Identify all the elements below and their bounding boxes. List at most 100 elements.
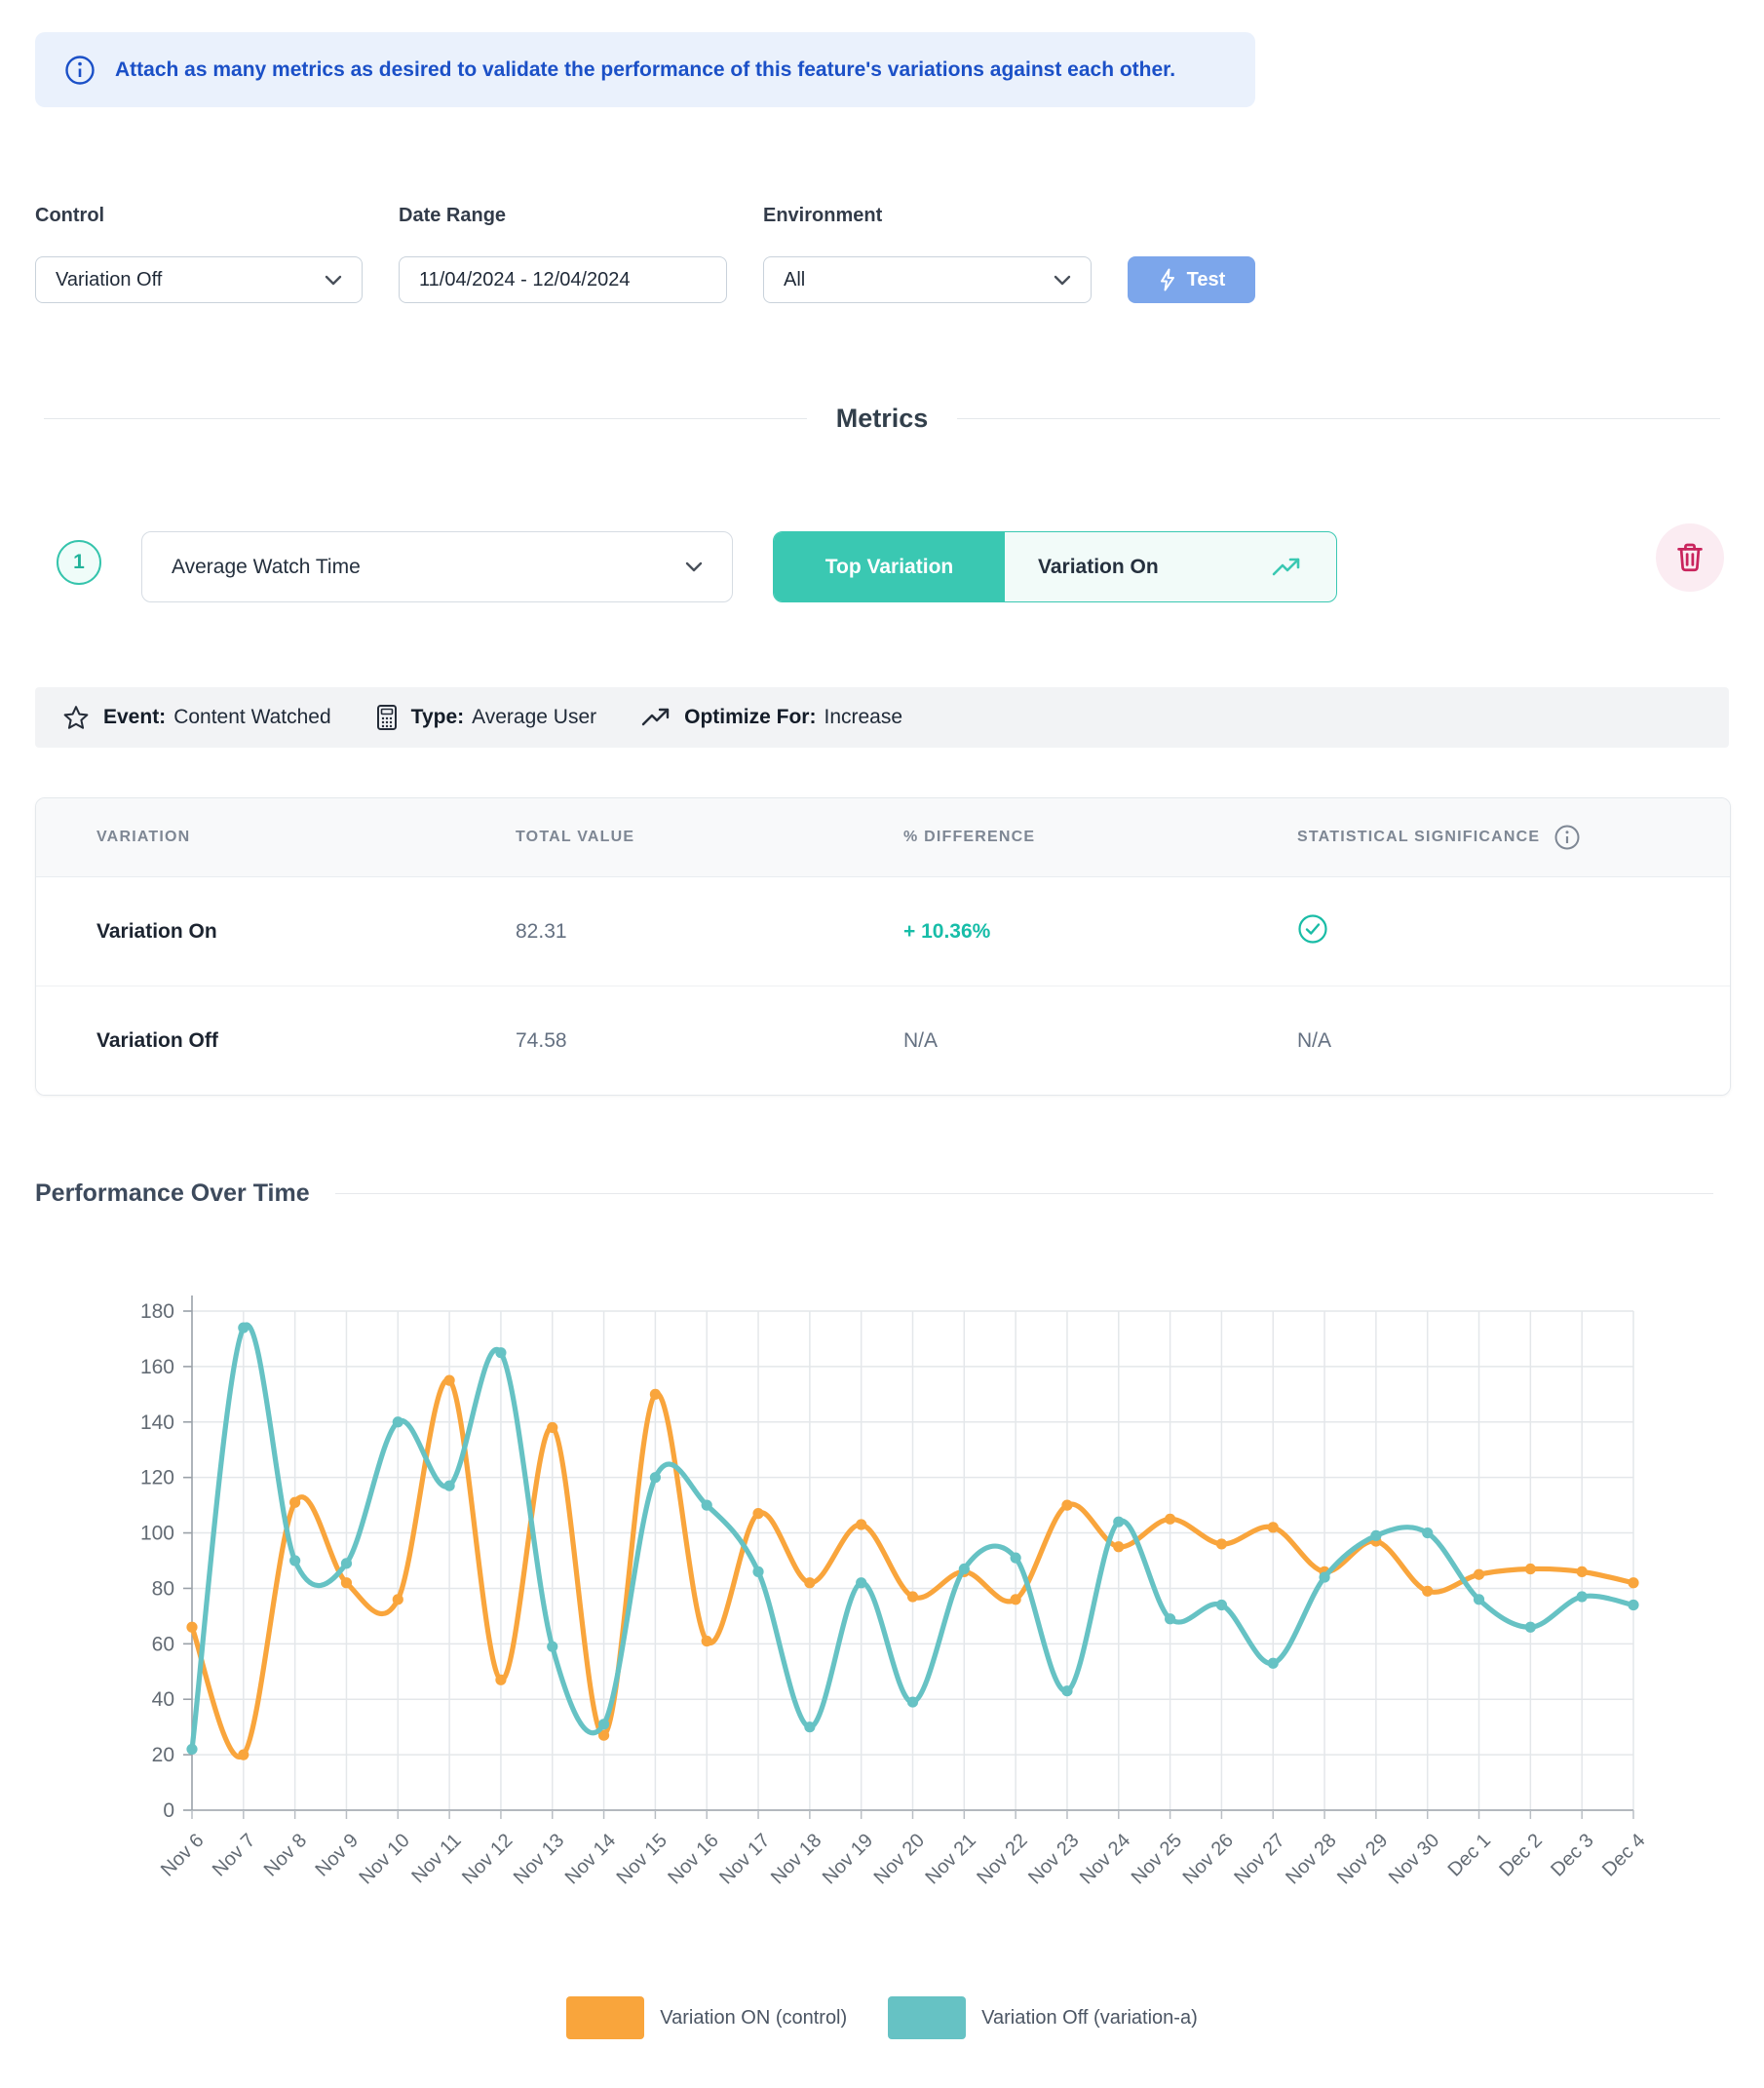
control-select[interactable]: Variation Off — [35, 256, 363, 303]
environment-select-value: All — [784, 268, 806, 290]
legend-item-variation-on[interactable]: Variation ON (control) — [566, 1996, 847, 2039]
svg-text:Dec 3: Dec 3 — [1547, 1830, 1598, 1881]
top-variation-value: Variation On — [1038, 555, 1159, 578]
svg-text:80: 80 — [152, 1577, 174, 1600]
col-header-variation: VARIATION — [96, 829, 191, 845]
svg-text:Nov 22: Nov 22 — [973, 1830, 1031, 1888]
svg-text:0: 0 — [163, 1799, 174, 1822]
svg-text:Nov 6: Nov 6 — [157, 1830, 209, 1881]
divider-line — [44, 417, 807, 420]
svg-text:Nov 28: Nov 28 — [1282, 1830, 1340, 1888]
legend-swatch-teal — [888, 1996, 967, 2039]
svg-text:Nov 23: Nov 23 — [1024, 1830, 1083, 1888]
event-value: Content Watched — [173, 706, 331, 728]
delete-metric-button[interactable] — [1656, 523, 1724, 592]
svg-text:Nov 14: Nov 14 — [561, 1830, 620, 1888]
table-header-row: VARIATION TOTAL VALUE % DIFFERENCE STATI… — [36, 798, 1730, 877]
info-icon — [65, 55, 95, 85]
environment-label: Environment — [763, 205, 883, 226]
type-label: Type: — [410, 706, 465, 728]
check-circle-icon — [1298, 914, 1327, 944]
top-variation-label: Top Variation — [774, 532, 1005, 601]
legend-label: Variation Off (variation-a) — [981, 2006, 1198, 2029]
svg-text:40: 40 — [152, 1688, 174, 1711]
trending-up-icon — [641, 708, 670, 726]
divider-line — [334, 1192, 1713, 1195]
svg-text:Nov 18: Nov 18 — [767, 1830, 825, 1888]
date-range-input[interactable]: 11/04/2024 - 12/04/2024 — [399, 256, 727, 303]
type-value: Average User — [472, 706, 597, 728]
svg-text:180: 180 — [140, 1300, 174, 1323]
svg-text:Nov 27: Nov 27 — [1230, 1830, 1288, 1888]
table-row: Variation Off 74.58 N/A N/A — [36, 986, 1730, 1095]
date-range-label: Date Range — [399, 205, 507, 226]
row-variation-name: Variation On — [96, 919, 217, 943]
chevron-down-icon — [325, 275, 342, 285]
svg-text:Nov 24: Nov 24 — [1076, 1830, 1134, 1888]
svg-text:Nov 26: Nov 26 — [1179, 1830, 1238, 1888]
lightning-icon — [1160, 268, 1174, 291]
metrics-title: Metrics — [835, 404, 929, 433]
row-difference: N/A — [903, 1028, 939, 1052]
row-variation-name: Variation Off — [96, 1028, 218, 1052]
line-chart: 0 20 40 60 80 100 120 140 160 180 Nov 6 Nov 7 Nov 8 N… — [140, 1295, 1650, 1888]
test-button[interactable]: Test — [1128, 256, 1255, 303]
svg-text:Nov 15: Nov 15 — [613, 1830, 671, 1888]
legend-item-variation-off[interactable]: Variation Off (variation-a) — [888, 1996, 1198, 2039]
environment-select[interactable]: All — [763, 256, 1092, 303]
top-variation-badge: Top Variation Variation On — [773, 531, 1337, 602]
svg-text:Nov 17: Nov 17 — [715, 1830, 774, 1888]
svg-text:Nov 21: Nov 21 — [921, 1830, 979, 1888]
row-significance — [1262, 913, 1730, 949]
svg-text:Nov 25: Nov 25 — [1128, 1830, 1186, 1888]
chart-section-header: Performance Over Time — [35, 1179, 1713, 1208]
svg-text:Dec 1: Dec 1 — [1444, 1830, 1496, 1881]
svg-text:Nov 30: Nov 30 — [1385, 1830, 1443, 1888]
legend-label: Variation ON (control) — [660, 2006, 848, 2029]
test-button-label: Test — [1186, 268, 1226, 290]
svg-text:60: 60 — [152, 1633, 174, 1655]
svg-text:Nov 12: Nov 12 — [458, 1830, 517, 1888]
row-total-value: 74.58 — [516, 1028, 567, 1052]
chevron-down-icon — [1054, 275, 1071, 285]
control-select-value: Variation Off — [56, 268, 163, 290]
optimize-for-label: Optimize For: — [684, 706, 817, 728]
chart-legend: Variation ON (control) Variation Off (va… — [0, 1996, 1764, 2039]
metrics-section-header: Metrics — [44, 404, 1721, 434]
svg-text:140: 140 — [140, 1411, 174, 1434]
svg-text:100: 100 — [140, 1523, 174, 1545]
svg-text:Nov 16: Nov 16 — [664, 1830, 722, 1888]
svg-text:20: 20 — [152, 1744, 174, 1766]
metric-meta-strip: Event: Content Watched Type: Average Use… — [35, 687, 1729, 748]
svg-text:Nov 11: Nov 11 — [407, 1830, 465, 1887]
info-icon[interactable] — [1553, 824, 1581, 851]
divider-line — [957, 417, 1721, 420]
svg-text:120: 120 — [140, 1467, 174, 1489]
trending-up-icon — [1272, 558, 1300, 575]
control-label: Control — [35, 205, 105, 226]
chevron-down-icon — [685, 561, 703, 572]
row-total-value: 82.31 — [516, 919, 567, 943]
svg-text:Nov 29: Nov 29 — [1333, 1830, 1392, 1888]
metric-select[interactable]: Average Watch Time — [141, 531, 733, 602]
table-row: Variation On 82.31 + 10.36% — [36, 877, 1730, 986]
svg-text:Dec 2: Dec 2 — [1495, 1830, 1547, 1881]
event-label: Event: — [103, 706, 167, 728]
svg-text:160: 160 — [140, 1356, 174, 1378]
svg-text:Nov 7: Nov 7 — [209, 1830, 260, 1881]
metric-select-value: Average Watch Time — [172, 555, 361, 578]
col-header-significance: STATISTICAL SIGNIFICANCE — [1262, 824, 1730, 851]
metric-index-badge: 1 — [57, 540, 101, 585]
svg-text:Dec 4: Dec 4 — [1598, 1830, 1650, 1881]
results-table: VARIATION TOTAL VALUE % DIFFERENCE STATI… — [35, 797, 1731, 1096]
date-range-value: 11/04/2024 - 12/04/2024 — [419, 268, 631, 290]
star-icon — [63, 705, 89, 729]
chart-title: Performance Over Time — [35, 1179, 310, 1207]
svg-text:Nov 19: Nov 19 — [819, 1830, 877, 1888]
info-banner: Attach as many metrics as desired to val… — [35, 32, 1255, 107]
banner-text: Attach as many metrics as desired to val… — [115, 58, 1176, 81]
calculator-icon — [376, 705, 397, 730]
svg-text:Nov 10: Nov 10 — [355, 1830, 413, 1888]
col-header-total-value: TOTAL VALUE — [516, 829, 635, 845]
